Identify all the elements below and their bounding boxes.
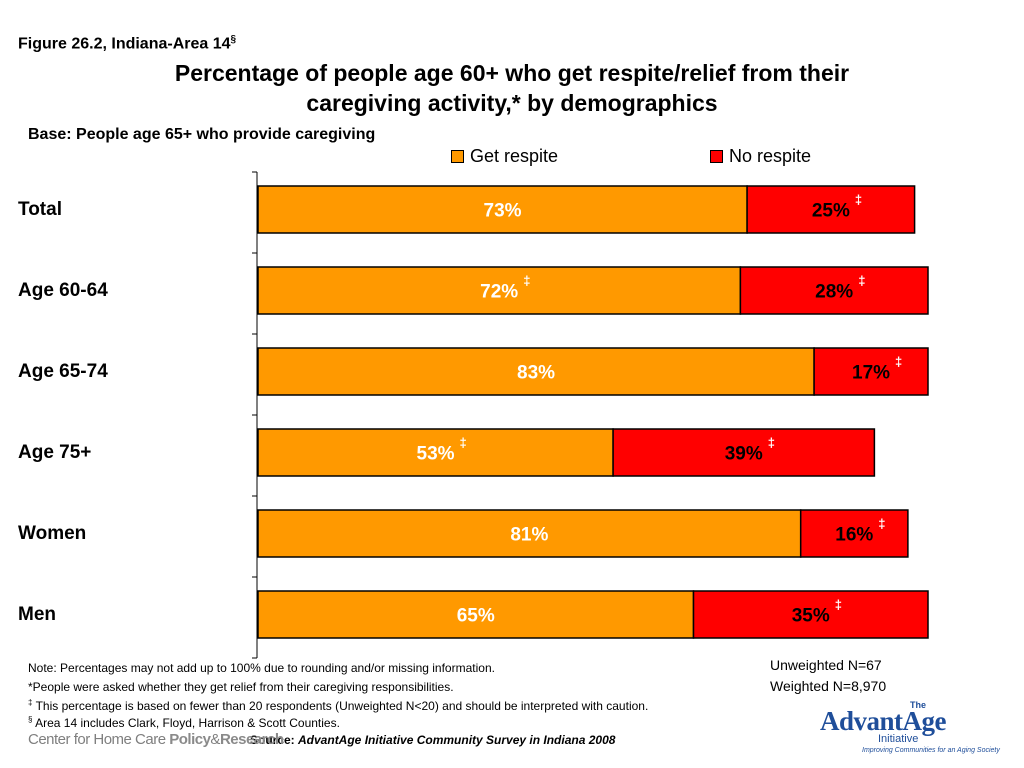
- bar-get-respite-men: [257, 590, 695, 639]
- caution-mark: ‡: [878, 516, 885, 531]
- category-label-women: Women: [18, 523, 87, 544]
- chhcpr-logo: Center for Home Care Policy&Research: [28, 731, 284, 748]
- bar-no-respite-women: [799, 509, 909, 558]
- category-label-age-65-74: Age 65-74: [18, 361, 108, 382]
- base-label: Base: People age 65+ who provide caregiv…: [28, 126, 376, 143]
- legend-item-no-respite: No respite: [710, 146, 811, 167]
- bar-no-respite-total: [746, 185, 916, 234]
- chart-title-line2: caregiving activity,* by demographics: [306, 90, 718, 116]
- data-label-get-respite-women: 81%: [510, 525, 548, 546]
- chart-title: Percentage of people age 60+ who get res…: [0, 58, 1024, 118]
- data-label-get-respite-age-65-74: 83%: [517, 363, 555, 384]
- data-label-get-respite-men: 65%: [457, 606, 495, 627]
- data-label-no-respite-age-60-64: 28%: [815, 282, 853, 303]
- chart-title-line1: Percentage of people age 60+ who get res…: [174, 60, 850, 86]
- bar-no-respite-age-75: [612, 428, 876, 477]
- data-label-no-respite-women: 16%: [835, 525, 873, 546]
- category-label-age-75: Age 75+: [18, 442, 92, 463]
- category-label-age-60-64: Age 60-64: [18, 280, 108, 301]
- legend-swatch-no-respite: [710, 150, 723, 163]
- data-label-no-respite-age-75: 39%: [725, 444, 763, 465]
- legend-item-get-respite: Get respite: [451, 146, 558, 167]
- caution-mark: ‡: [768, 435, 775, 450]
- legend-label-get-respite: Get respite: [470, 146, 559, 166]
- caution-mark: ‡: [460, 435, 467, 450]
- source-line: Source: AdvantAge Initiative Community S…: [250, 733, 616, 747]
- legend-swatch-get-respite: [451, 150, 464, 163]
- advantage-initiative-logo: The AdvantAge Initiative Improving Commu…: [820, 700, 1000, 754]
- caution-mark: ‡: [858, 273, 865, 288]
- bar-no-respite-men: [692, 590, 929, 639]
- bar-get-respite-age-65-74: [257, 347, 815, 396]
- note-rounding: Note: Percentages may not add up to 100%…: [28, 661, 495, 675]
- data-label-no-respite-total: 25%: [812, 201, 850, 222]
- bar-get-respite-age-75: [257, 428, 614, 477]
- sample-size: Unweighted N=67 Weighted N=8,970: [770, 655, 886, 697]
- note-caution: ‡ This percentage is based on fewer than…: [28, 698, 649, 713]
- bar-get-respite-total: [257, 185, 748, 234]
- data-label-no-respite-age-65-74: 17%: [852, 363, 890, 384]
- caution-mark: ‡: [855, 192, 862, 207]
- data-label-get-respite-total: 73%: [484, 201, 522, 222]
- note-question: *People were asked whether they get reli…: [28, 680, 454, 694]
- weighted-n: Weighted N=8,970: [770, 678, 887, 694]
- bar-get-respite-age-60-64: [257, 266, 742, 315]
- category-label-total: Total: [18, 199, 62, 220]
- bar-no-respite-age-65-74: [813, 347, 929, 396]
- data-label-get-respite-age-75: 53%: [417, 444, 455, 465]
- figure-label: Figure 26.2, Indiana-Area 14§: [18, 34, 237, 53]
- bar-get-respite-women: [257, 509, 802, 558]
- unweighted-n: Unweighted N=67: [770, 657, 882, 673]
- caution-mark: ‡: [835, 597, 842, 612]
- data-label-get-respite-age-60-64: 72%: [480, 282, 518, 303]
- data-label-no-respite-men: 35%: [792, 606, 830, 627]
- legend-label-no-respite: No respite: [729, 146, 812, 166]
- caution-mark: ‡: [523, 273, 530, 288]
- note-area: § Area 14 includes Clark, Floyd, Harriso…: [28, 715, 340, 730]
- bar-no-respite-age-60-64: [739, 266, 929, 315]
- caution-mark: ‡: [895, 354, 902, 369]
- category-label-men: Men: [18, 604, 56, 625]
